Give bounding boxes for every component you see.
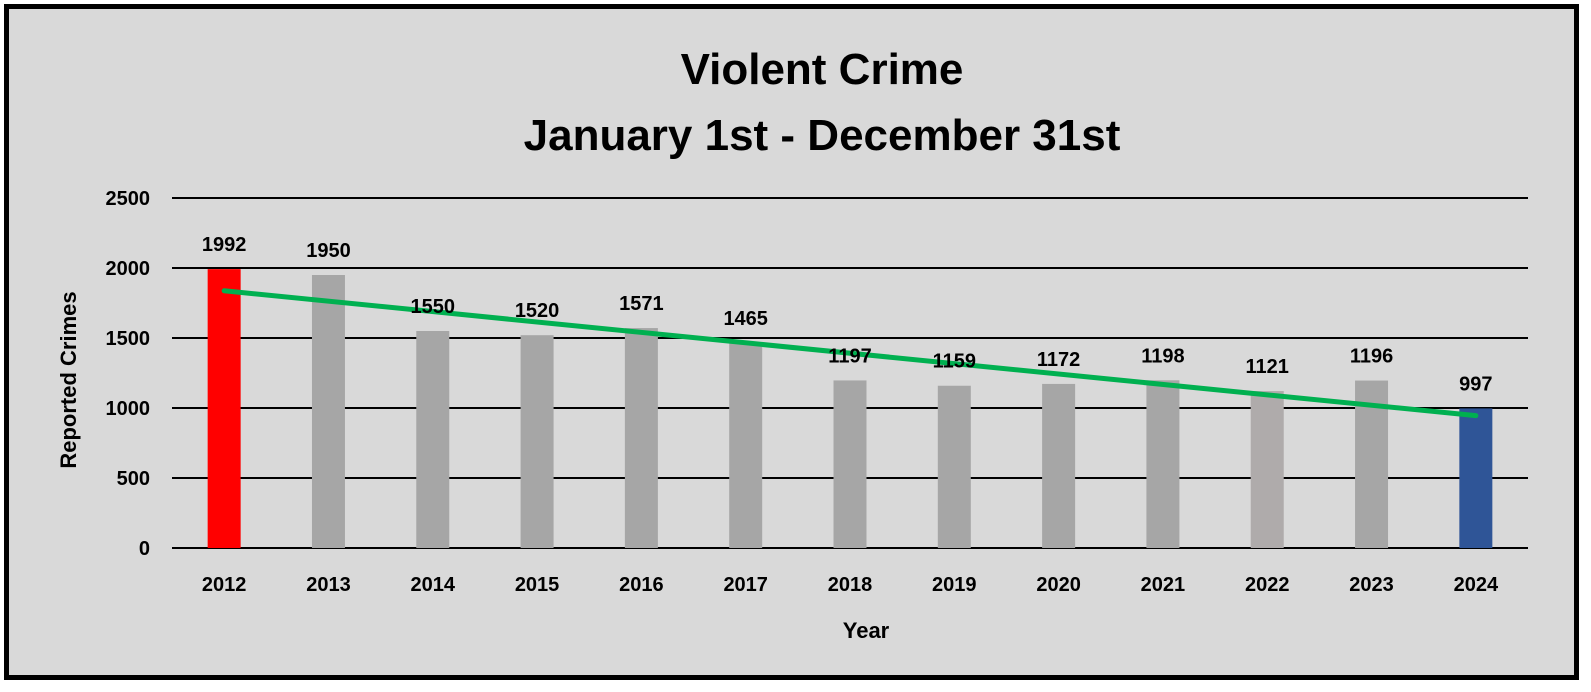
data-label: 1950 (306, 240, 351, 262)
y-axis-label: Reported Crimes (56, 291, 81, 468)
x-tick-label: 2018 (828, 574, 873, 596)
data-label: 1992 (202, 234, 247, 256)
x-tick-label: 2021 (1141, 574, 1186, 596)
data-label: 1571 (619, 293, 664, 315)
trendline-line (221, 288, 1479, 419)
bar-2013 (311, 275, 345, 548)
x-tick-label: 2022 (1245, 574, 1290, 596)
chart-title-line-2: January 1st - December 31st (524, 111, 1121, 160)
x-tick-label: 2014 (411, 574, 456, 596)
data-label: 1465 (723, 308, 768, 330)
trendline (221, 288, 1479, 419)
y-tick-label: 2000 (106, 258, 151, 280)
y-tick-label: 500 (117, 468, 150, 490)
bar-2020 (1042, 383, 1076, 548)
x-tick-label: 2015 (515, 574, 560, 596)
data-label: 997 (1459, 373, 1492, 395)
x-axis-label: Year (843, 618, 890, 643)
x-tick-label: 2012 (202, 574, 247, 596)
y-tick-label: 1500 (106, 328, 151, 350)
bars (207, 269, 1493, 548)
bar-2021 (1146, 380, 1180, 548)
data-label: 1196 (1350, 346, 1393, 368)
x-tick-label: 2020 (1036, 574, 1081, 596)
chart-title-line-1: Violent Crime (681, 45, 964, 94)
chart-frame (4, 4, 1579, 680)
bar-2016 (624, 328, 658, 548)
y-tick-label: 1000 (106, 398, 151, 420)
y-tick-label: 0 (139, 538, 150, 560)
bar-2017 (729, 342, 763, 548)
x-tick-label: 2019 (932, 574, 977, 596)
data-label: 1520 (515, 300, 560, 322)
data-label: 1198 (1141, 345, 1184, 367)
data-label: 1121 (1246, 356, 1289, 378)
bar-2019 (937, 385, 971, 548)
gridlines (172, 197, 1528, 549)
bar-2022 (1250, 391, 1284, 548)
x-tick-label: 2023 (1349, 574, 1394, 596)
y-tick-labels: 0 500 1000 1500 2000 2500 (106, 188, 151, 560)
x-tick-label: 2017 (723, 574, 768, 596)
bar-2014 (416, 331, 450, 548)
data-label: 1159 (933, 351, 976, 373)
x-tick-labels: 2012 2013 2014 2015 2016 2017 2018 2019 2020 2021… (202, 574, 1499, 596)
data-label: 1172 (1037, 349, 1080, 371)
data-labels: 1992 1950 1550 1520 1571 1465 1197 1159 1172 1198… (202, 234, 1493, 395)
y-tick-label: 2500 (106, 188, 151, 210)
data-label: 1550 (411, 296, 456, 318)
bar-2012 (207, 269, 241, 548)
x-tick-label: 2013 (306, 574, 351, 596)
x-tick-label: 2024 (1454, 574, 1499, 596)
bar-2024 (1459, 408, 1493, 548)
bar-2015 (520, 335, 554, 548)
x-tick-label: 2016 (619, 574, 664, 596)
bar-2018 (833, 380, 867, 548)
data-label: 1197 (828, 345, 871, 367)
